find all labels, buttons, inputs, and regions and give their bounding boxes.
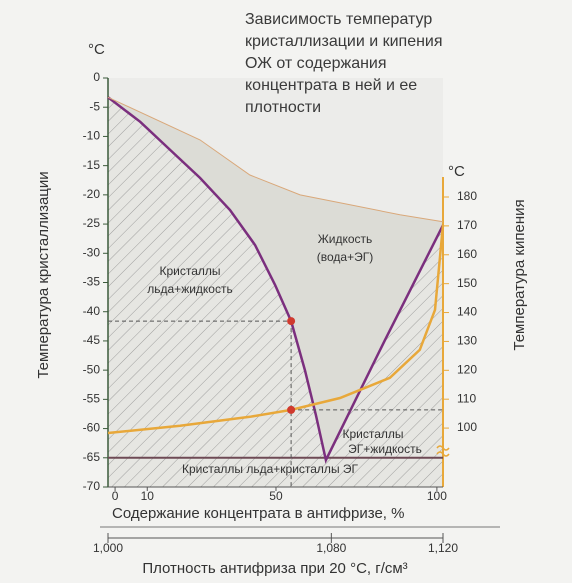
y-tick-label: -15 xyxy=(83,158,101,172)
y-tick-label: -60 xyxy=(83,421,101,435)
chart-title: кристаллизации и кипения xyxy=(245,33,443,50)
y2-axis-label: Температура кипения xyxy=(511,199,528,350)
y-tick-label: 0 xyxy=(93,70,100,84)
liquid-region xyxy=(108,97,443,461)
series-line xyxy=(107,224,445,435)
series-line xyxy=(107,96,445,464)
x-tick-label: 50 xyxy=(269,489,283,503)
x-tick-label: 10 xyxy=(141,489,155,503)
y2-tick-label: 180 xyxy=(457,189,477,203)
region-label: льда+жидкость xyxy=(147,282,232,296)
region-label: Кристаллы xyxy=(342,427,403,441)
y-tick-label: -55 xyxy=(83,392,101,406)
y-tick-label: -35 xyxy=(83,275,101,289)
chart-title: концентрата в ней и ее xyxy=(245,77,417,94)
y-tick-label: -65 xyxy=(83,450,101,464)
x-axis-label: Содержание концентрата в антифризе, % xyxy=(112,505,404,522)
y-tick-label: -30 xyxy=(83,245,101,259)
y-tick-label: -5 xyxy=(89,99,100,113)
y-tick-label: -20 xyxy=(83,187,101,201)
region-label: (вода+ЭГ) xyxy=(317,250,373,264)
y-tick-label: -10 xyxy=(83,129,101,143)
y-unit: °C xyxy=(88,41,105,58)
marker xyxy=(287,317,296,326)
chart-title: плотности xyxy=(245,99,321,116)
y2-tick-label: 130 xyxy=(457,334,477,348)
y2-tick-label: 170 xyxy=(457,218,477,232)
x2-tick-label: 1,080 xyxy=(316,541,346,555)
y-axis-label: Температура кристаллизации xyxy=(35,171,52,378)
chart-title: Зависимость температур xyxy=(245,11,432,28)
x2-tick-label: 1,120 xyxy=(428,541,458,555)
y2-tick-label: 160 xyxy=(457,247,477,261)
marker xyxy=(287,405,296,414)
y2-tick-label: 100 xyxy=(457,420,477,434)
y2-tick-label: 120 xyxy=(457,362,477,376)
region-label: Жидкость xyxy=(318,232,373,246)
region-label: ЭГ+жидкость xyxy=(348,442,422,456)
x-tick-label: 100 xyxy=(427,489,447,503)
y-tick-label: -45 xyxy=(83,333,101,347)
x-tick-label: 0 xyxy=(112,489,119,503)
y2-tick-label: 110 xyxy=(457,391,476,405)
y2-unit: °C xyxy=(448,163,465,180)
crystal-region xyxy=(108,97,443,487)
region-label: Кристаллы xyxy=(159,264,220,278)
y2-tick-label: 140 xyxy=(457,305,477,319)
y2-tick-label: 150 xyxy=(457,276,477,290)
series-line xyxy=(107,96,444,223)
x2-tick-label: 1,000 xyxy=(93,541,123,555)
y-tick-label: -25 xyxy=(83,216,101,230)
y-tick-label: -70 xyxy=(83,479,101,493)
region-label: Кристаллы льда+кристаллы ЭГ xyxy=(182,462,359,476)
axis-break xyxy=(436,445,450,457)
x2-axis-label: Плотность антифриза при 20 °C, г/см³ xyxy=(142,560,407,577)
y-tick-label: -50 xyxy=(83,362,101,376)
chart-title: ОЖ от содержания xyxy=(245,55,387,72)
y-tick-label: -40 xyxy=(83,304,101,318)
